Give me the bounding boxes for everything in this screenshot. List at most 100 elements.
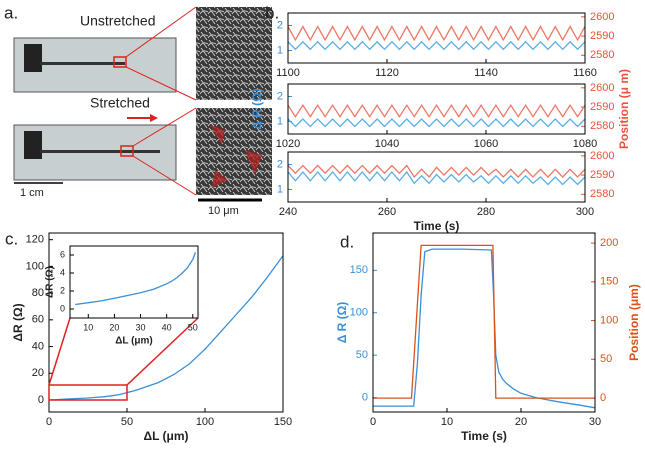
x-tick-label: 150 [274, 416, 292, 428]
y2-tick-label: 200 [600, 237, 618, 249]
x-tick-label: 20 [109, 322, 119, 332]
axes-frame [372, 232, 596, 413]
x-tick-label: 1100 [276, 67, 300, 79]
x-tick-label: 50 [188, 322, 198, 332]
sem-highlight [210, 125, 262, 188]
x-tick-label: 280 [477, 206, 495, 218]
scale-label: 10 μm [208, 205, 239, 217]
series-line [287, 164, 586, 179]
y-axis-label: Δ R (Ω) [335, 302, 349, 344]
y2-tick-label: 150 [600, 276, 618, 288]
y2-tick-label: 2600 [590, 82, 614, 94]
y2-tick-label: 0 [600, 392, 606, 404]
zoom-box [48, 384, 128, 401]
x-tick-label: 1120 [375, 67, 399, 79]
device-trace [40, 150, 160, 153]
y2-tick-label: 2600 [590, 11, 614, 23]
series-line [287, 25, 586, 42]
inset-background [70, 246, 198, 318]
x-axis-label: ΔL (μm) [115, 336, 153, 347]
x-tick-label: 100 [196, 416, 214, 428]
x-tick-label: 30 [589, 416, 601, 428]
x-axis-label: Time (s) [414, 219, 460, 233]
y-tick-label: 40 [32, 340, 44, 352]
y-tick-label: 4 [60, 267, 65, 277]
inset-callout [48, 317, 199, 401]
caption: Unstretched [80, 13, 155, 29]
series-line [373, 244, 595, 399]
y2-tick-label: 100 [600, 314, 618, 326]
y2-axis-label: Position (μ m) [617, 69, 631, 149]
zoom-line [132, 107, 197, 147]
x-tick-label: 30 [136, 322, 146, 332]
series-line [287, 103, 586, 118]
y-axis-label: ΔR (Ω) [45, 266, 56, 298]
device-trace [40, 62, 125, 65]
x-tick-label: 1140 [474, 67, 498, 79]
x-tick-label: 1160 [573, 67, 597, 79]
axes-frame [287, 151, 586, 203]
y2-tick-label: 2590 [590, 30, 614, 42]
y2-tick-label: 50 [600, 353, 612, 365]
y-tick-label: 1 [277, 44, 283, 56]
arrow-head [150, 114, 158, 122]
y-tick-label: 120 [26, 234, 44, 246]
x-tick-label: 20 [515, 416, 527, 428]
y-tick-label: 2 [277, 158, 283, 170]
x-tick-label: 0 [370, 416, 376, 428]
x-tick-label: 1040 [375, 138, 399, 150]
y-tick-label: 0 [60, 303, 65, 313]
zoom-line [125, 6, 197, 58]
x-tick-label: 300 [576, 206, 594, 218]
axes-frame [287, 83, 586, 135]
y2-tick-label: 2590 [590, 169, 614, 181]
panel-label: d. [340, 232, 354, 251]
x-tick-label: 10 [83, 322, 93, 332]
y-tick-label: 2 [277, 19, 283, 31]
x-axis-label: ΔL (μm) [143, 429, 188, 443]
zoom-line [132, 155, 197, 196]
device-pad [24, 131, 42, 159]
y2-tick-label: 2580 [590, 49, 614, 61]
axes-frame [48, 232, 284, 413]
axes-frame [69, 245, 199, 319]
zoom-line [126, 317, 199, 386]
x-tick-label: 10 [441, 416, 453, 428]
caption: Stretched [90, 95, 150, 111]
zoom-line [48, 317, 71, 386]
panel-a: a. Unstretched Stretched 1 cm 10 μm [4, 3, 272, 217]
y-tick-label: 60 [32, 314, 44, 326]
y-axis-label: Δ R (Ω) [250, 88, 264, 130]
x-tick-label: 260 [378, 206, 396, 218]
y2-axis-label: Position (μm) [627, 284, 641, 361]
x-tick-label: 50 [121, 416, 133, 428]
zoom-line [125, 66, 197, 101]
y-tick-label: 6 [60, 249, 65, 259]
panel-label: b. [265, 3, 279, 22]
y-tick-label: 1 [277, 183, 283, 195]
series-line [287, 170, 586, 186]
y2-tick-label: 2590 [590, 101, 614, 113]
x-tick-label: 1020 [276, 138, 300, 150]
series-line [48, 255, 284, 401]
y-tick-label: 2 [277, 90, 283, 102]
y-axis-label: ΔR (Ω) [11, 303, 25, 341]
y-tick-label: 0 [38, 394, 44, 406]
x-tick-label: 0 [46, 416, 52, 428]
panel-label: a. [4, 3, 18, 22]
y2-tick-label: 2580 [590, 188, 614, 200]
x-tick-label: 1080 [573, 138, 597, 150]
x-tick-label: 1060 [474, 138, 498, 150]
y2-tick-label: 2600 [590, 150, 614, 162]
x-tick-label: 240 [279, 206, 297, 218]
y-tick-label: 100 [350, 307, 368, 319]
device-pad [24, 44, 42, 72]
series-line [287, 40, 586, 51]
y-tick-label: 80 [32, 287, 44, 299]
y-tick-label: 20 [32, 367, 44, 379]
y-tick-label: 100 [26, 260, 44, 272]
x-axis-label: Time (s) [461, 429, 507, 443]
scale-label: 1 cm [20, 187, 44, 199]
